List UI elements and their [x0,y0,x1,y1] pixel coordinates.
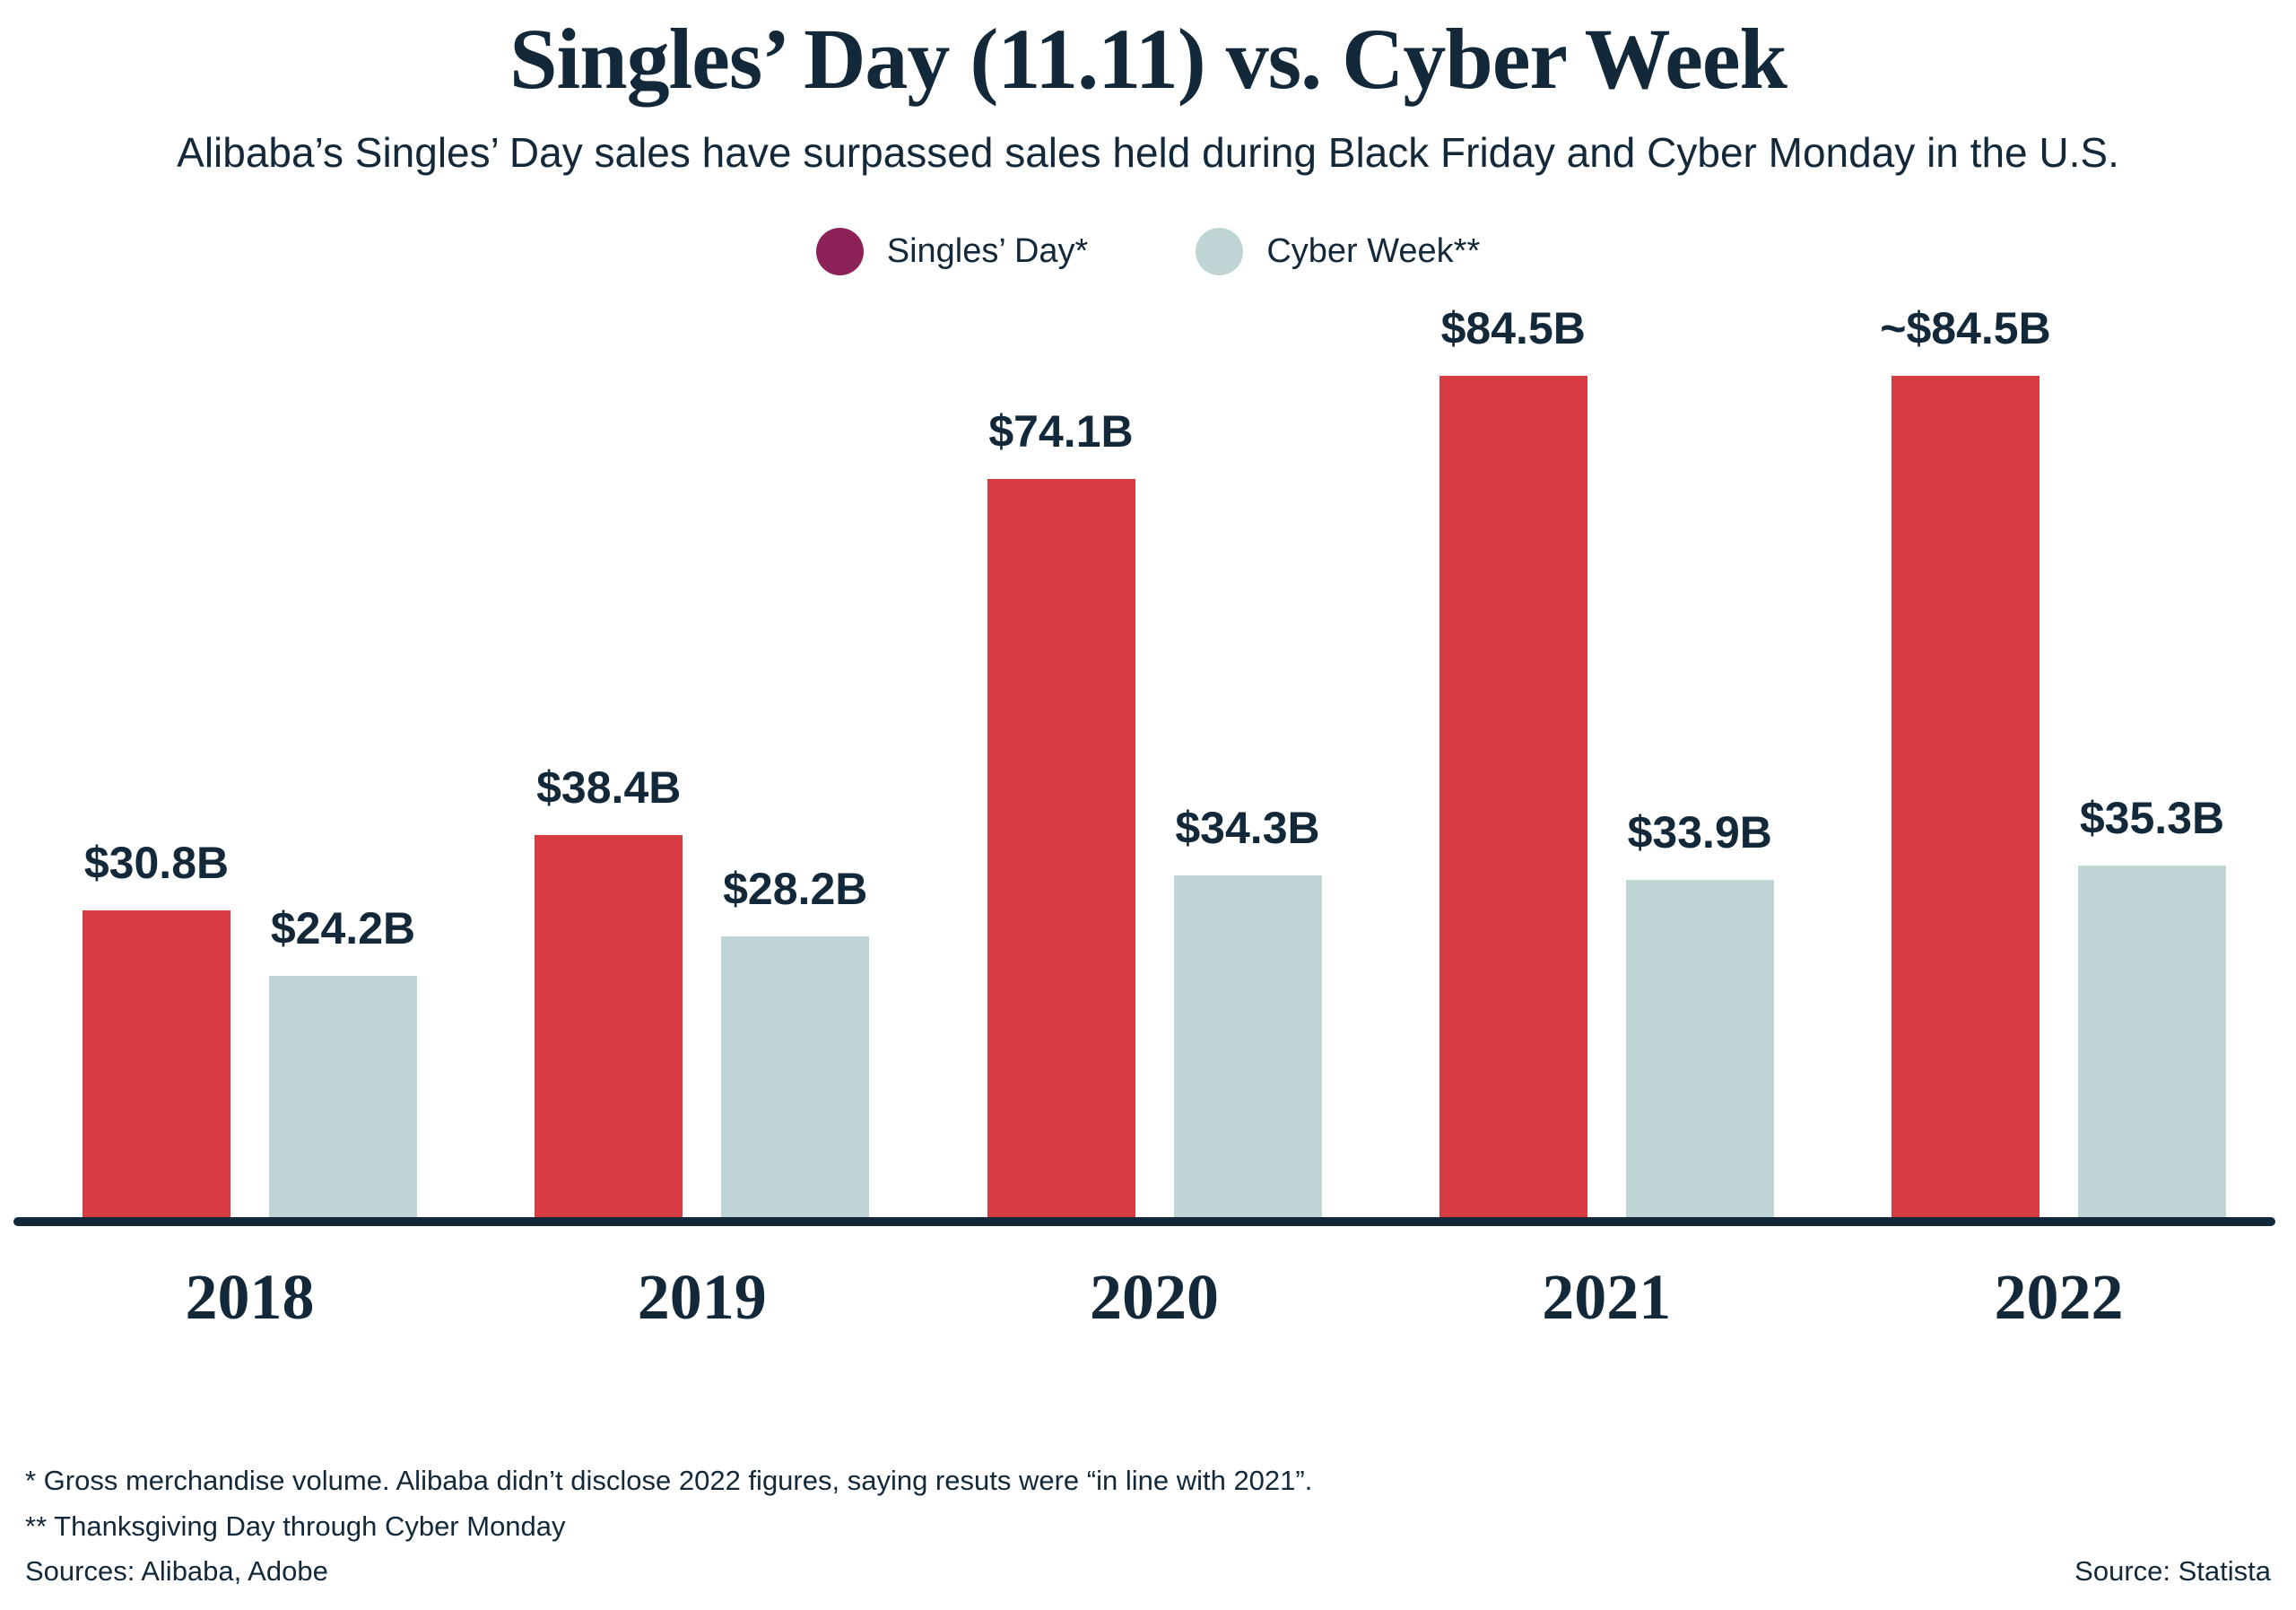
cyber-week-column-2022: $35.3B [2078,792,2226,1217]
cyber-week-legend-dot-icon [1196,227,1244,275]
singles-day-column-2018: $30.8B [83,837,230,1217]
cyber-week-value-label-2020: $34.3B [1175,803,1320,853]
source-row: Sources: Alibaba, Adobe Source: Statista [25,1549,2271,1594]
singles-day-value-label-2020: $74.1B [988,406,1134,457]
cyber-week-bar-2018 [269,976,417,1217]
singles-day-bar-2020 [987,479,1135,1217]
chart-plot-area: $30.8B $24.2B $38.4B $28.2B $74.1B $34.3B $84.… [0,275,2296,1217]
cyber-week-value-label-2018: $24.2B [270,903,416,953]
legend: Singles’ Day* Cyber Week** [0,227,2296,275]
bar-group-2019: $38.4B $28.2B [535,761,870,1217]
x-axis-line [13,1217,2275,1226]
sources-left: Sources: Alibaba, Adobe [25,1554,328,1587]
legend-item-singles-day: Singles’ Day* [815,227,1089,275]
singles-day-bar-2021 [1439,376,1587,1217]
bar-group-2022: ~$84.5B $35.3B [1880,302,2226,1217]
cyber-week-value-label-2021: $33.9B [1627,807,1772,857]
bar-chart: $30.8B $24.2B $38.4B $28.2B $74.1B $34.3B $84.… [0,275,2296,1335]
singles-day-bar-2018 [83,910,230,1217]
cyber-week-bar-2019 [721,936,870,1217]
bar-group-2018: $30.8B $24.2B [83,837,417,1217]
legend-item-cyber-week: Cyber Week** [1196,227,1481,275]
cyber-week-bar-2022 [2078,866,2226,1217]
singles-day-value-label-2022: ~$84.5B [1880,303,2051,353]
footnotes: * Gross merchandise volume. Alibaba didn… [25,1458,2271,1594]
cyber-week-bar-2020 [1173,875,1322,1217]
singles-day-legend-dot-icon [815,227,864,275]
legend-label-cyber-week: Cyber Week** [1266,231,1481,270]
cyber-week-value-label-2022: $35.3B [2079,793,2225,843]
x-axis-label-2022: 2022 [1994,1261,2124,1333]
x-axis-label-2018: 2018 [185,1261,315,1333]
cyber-week-column-2018: $24.2B [269,902,417,1217]
x-axis-label-2020: 2020 [1090,1261,1219,1333]
source-right: Source: Statista [2074,1554,2271,1587]
legend-label-singles-day: Singles’ Day* [886,231,1089,270]
cyber-week-value-label-2019: $28.2B [723,864,868,914]
footnote-gmv: * Gross merchandise volume. Alibaba didn… [25,1465,1313,1497]
cyber-week-column-2019: $28.2B [721,863,870,1217]
singles-day-bar-2019 [535,835,683,1217]
x-axis-labels: 2018 2019 2020 2021 2022 [0,1260,2296,1335]
singles-day-value-label-2021: $84.5B [1440,303,1586,353]
singles-day-value-label-2018: $30.8B [83,838,230,888]
singles-day-bar-2022 [1892,376,2039,1217]
x-axis-label-2021: 2021 [1542,1261,1672,1333]
singles-day-column-2020: $74.1B [987,405,1135,1217]
cyber-week-bar-2021 [1625,880,1774,1217]
singles-day-column-2021: $84.5B [1439,302,1587,1217]
bar-group-2021: $84.5B $33.9B [1439,302,1774,1217]
x-axis-label-2019: 2019 [637,1261,767,1333]
singles-day-column-2019: $38.4B [535,761,683,1217]
singles-day-value-label-2019: $38.4B [536,762,682,813]
cyber-week-column-2020: $34.3B [1173,802,1322,1217]
subtitle: Alibaba’s Singles’ Day sales have surpas… [177,129,2119,176]
page-title: Singles’ Day (11.11) vs. Cyber Week [509,11,1787,107]
singles-day-column-2022: ~$84.5B [1880,302,2051,1217]
bar-group-2020: $74.1B $34.3B [987,405,1322,1217]
cyber-week-column-2021: $33.9B [1625,806,1774,1217]
footnote-cyber-week-definition: ** Thanksgiving Day through Cyber Monday [25,1510,566,1542]
